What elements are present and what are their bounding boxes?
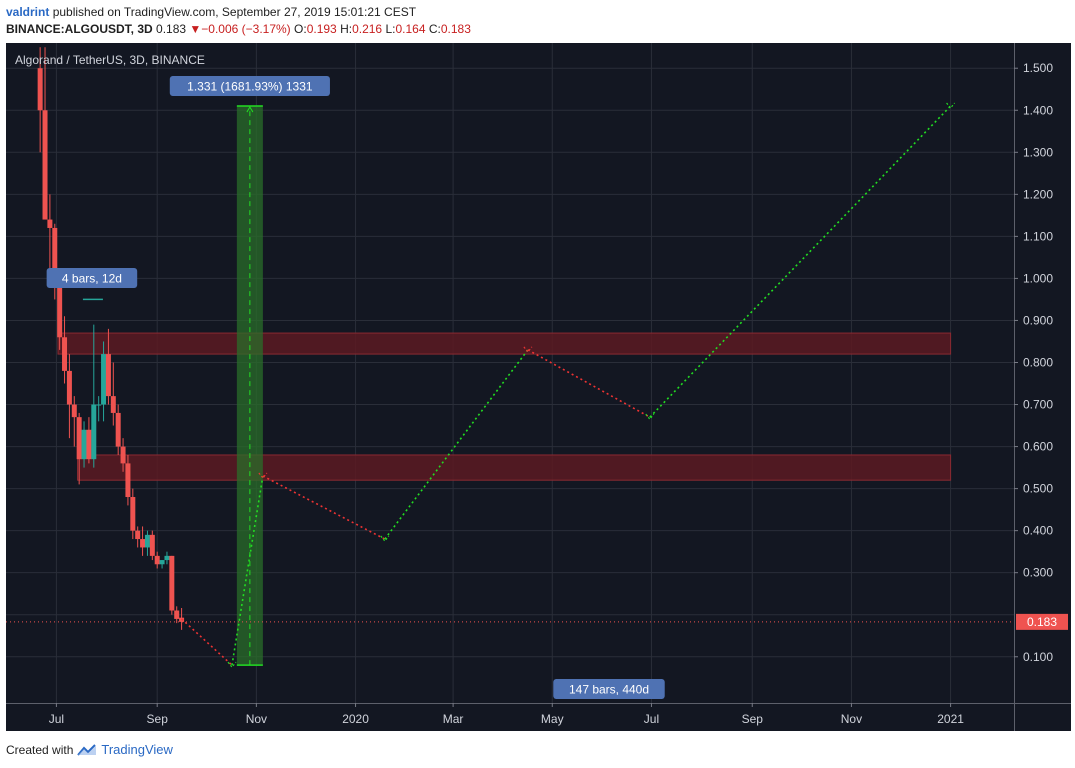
chart-background — [6, 43, 1071, 731]
candle-body — [96, 404, 102, 406]
created-with-text: Created with — [6, 742, 74, 757]
candle-body — [81, 429, 87, 460]
last-price: 0.183 — [156, 22, 187, 36]
projection-segment — [649, 105, 952, 418]
ohlc-low-label: L: — [385, 22, 396, 36]
x-tick-label: 2021 — [937, 712, 964, 726]
last-price-tag-bg — [1016, 613, 1068, 630]
resistance-zone-1 — [57, 332, 952, 355]
candle-body — [62, 337, 68, 371]
ohlc-high-value: 0.216 — [352, 22, 383, 36]
ohlc-open-label: O: — [294, 22, 307, 36]
ohlc-close-label: C: — [428, 22, 441, 36]
author-name[interactable]: valdrint — [6, 5, 50, 19]
candle-body — [154, 555, 160, 565]
y-tick-label: 0.900 — [1023, 313, 1053, 327]
x-tick-label: Jul — [49, 712, 64, 726]
bars-count-label-bg — [46, 268, 138, 288]
price-change: −0.006 (−3.17%) — [201, 22, 291, 36]
measure-label-bg — [169, 76, 330, 96]
x-tick-label: Jul — [644, 712, 659, 726]
tradingview-logo-icon — [77, 743, 97, 756]
candle-body — [140, 539, 146, 548]
ohlc-high-label: H: — [340, 22, 353, 36]
price-chart[interactable]: 1.331 (1681.93%) 1331 4 bars, 12d 147 bars… — [6, 43, 1071, 731]
projection-segment — [231, 475, 264, 666]
x-tick-label: Nov — [841, 712, 862, 726]
y-tick-label: 1.000 — [1023, 271, 1053, 285]
bars-count-label: 4 bars, 12d — [62, 271, 122, 285]
last-price-tag: 0.183 — [1027, 615, 1057, 629]
candle-body — [91, 404, 97, 460]
candle-body — [71, 404, 77, 418]
y-tick-label: 1.200 — [1023, 187, 1053, 201]
candle-body — [52, 227, 58, 279]
candle-body — [135, 530, 141, 540]
y-tick-label: 0.100 — [1023, 650, 1053, 664]
candle-body — [105, 354, 111, 397]
publish-info: published on TradingView.com, September … — [52, 5, 417, 19]
measure-arrow-head — [246, 106, 254, 113]
candle-body — [120, 446, 126, 464]
y-tick-label: 0.400 — [1023, 524, 1053, 538]
candle-body — [110, 396, 116, 413]
ohlc-close-value: 0.183 — [440, 22, 471, 36]
candle-body — [125, 463, 131, 498]
projection-segment — [181, 618, 233, 666]
x-tick-label: Sep — [147, 712, 169, 726]
chart-title: Algorand / TetherUS, 3D, BINANCE — [15, 53, 205, 67]
bottom-bars-label: 147 bars, 440d — [569, 682, 649, 696]
y-tick-label: 0.700 — [1023, 398, 1053, 412]
x-tick-label: Nov — [246, 712, 267, 726]
x-tick-label: Sep — [742, 712, 764, 726]
candle-body — [76, 417, 82, 460]
candle-body — [144, 534, 150, 548]
candle-body — [47, 219, 53, 228]
y-tick-label: 0.500 — [1023, 482, 1053, 496]
x-tick-label: Mar — [443, 712, 464, 726]
candle-body — [86, 429, 92, 460]
candle-body — [159, 560, 165, 565]
projection-segment — [527, 349, 651, 418]
tradingview-brand[interactable]: TradingView — [101, 742, 173, 757]
candle-body — [115, 412, 121, 447]
bottom-bars-label-bg — [553, 679, 665, 699]
candle-body — [101, 354, 107, 405]
down-arrow-icon: ▼ — [189, 22, 202, 36]
candle-body — [174, 610, 180, 619]
y-tick-label: 1.100 — [1023, 229, 1053, 243]
resistance-zone-2 — [77, 454, 952, 481]
candle-body — [57, 278, 63, 338]
candle-body — [164, 555, 170, 561]
x-tick-label: 2020 — [342, 712, 369, 726]
measure-label: 1.331 (1681.93%) 1331 — [187, 79, 313, 93]
y-tick-label: 1.400 — [1023, 103, 1053, 117]
candle-body — [130, 497, 136, 531]
ohlc-open-value: 0.193 — [306, 22, 337, 36]
ohlc-low-value: 0.164 — [395, 22, 426, 36]
candle-body — [169, 555, 175, 611]
y-tick-label: 0.600 — [1023, 440, 1053, 454]
symbol-name: BINANCE:ALGOUSDT, 3D — [6, 22, 153, 36]
y-tick-label: 1.500 — [1023, 61, 1053, 75]
symbol-line: BINANCE:ALGOUSDT, 3D 0.183 ▼−0.006 (−3.1… — [6, 22, 471, 36]
candle-body — [149, 534, 155, 556]
y-tick-label: 0.300 — [1023, 566, 1053, 580]
publish-line: valdrint published on TradingView.com, S… — [6, 5, 416, 19]
time-axis-background — [6, 703, 1071, 731]
candle-body — [66, 370, 72, 405]
x-tick-label: May — [541, 712, 564, 726]
y-tick-label: 1.300 — [1023, 145, 1053, 159]
footer: Created with TradingView — [6, 742, 173, 757]
candle-body — [37, 68, 43, 111]
y-tick-label: 0.800 — [1023, 355, 1053, 369]
candle-body — [42, 110, 48, 220]
